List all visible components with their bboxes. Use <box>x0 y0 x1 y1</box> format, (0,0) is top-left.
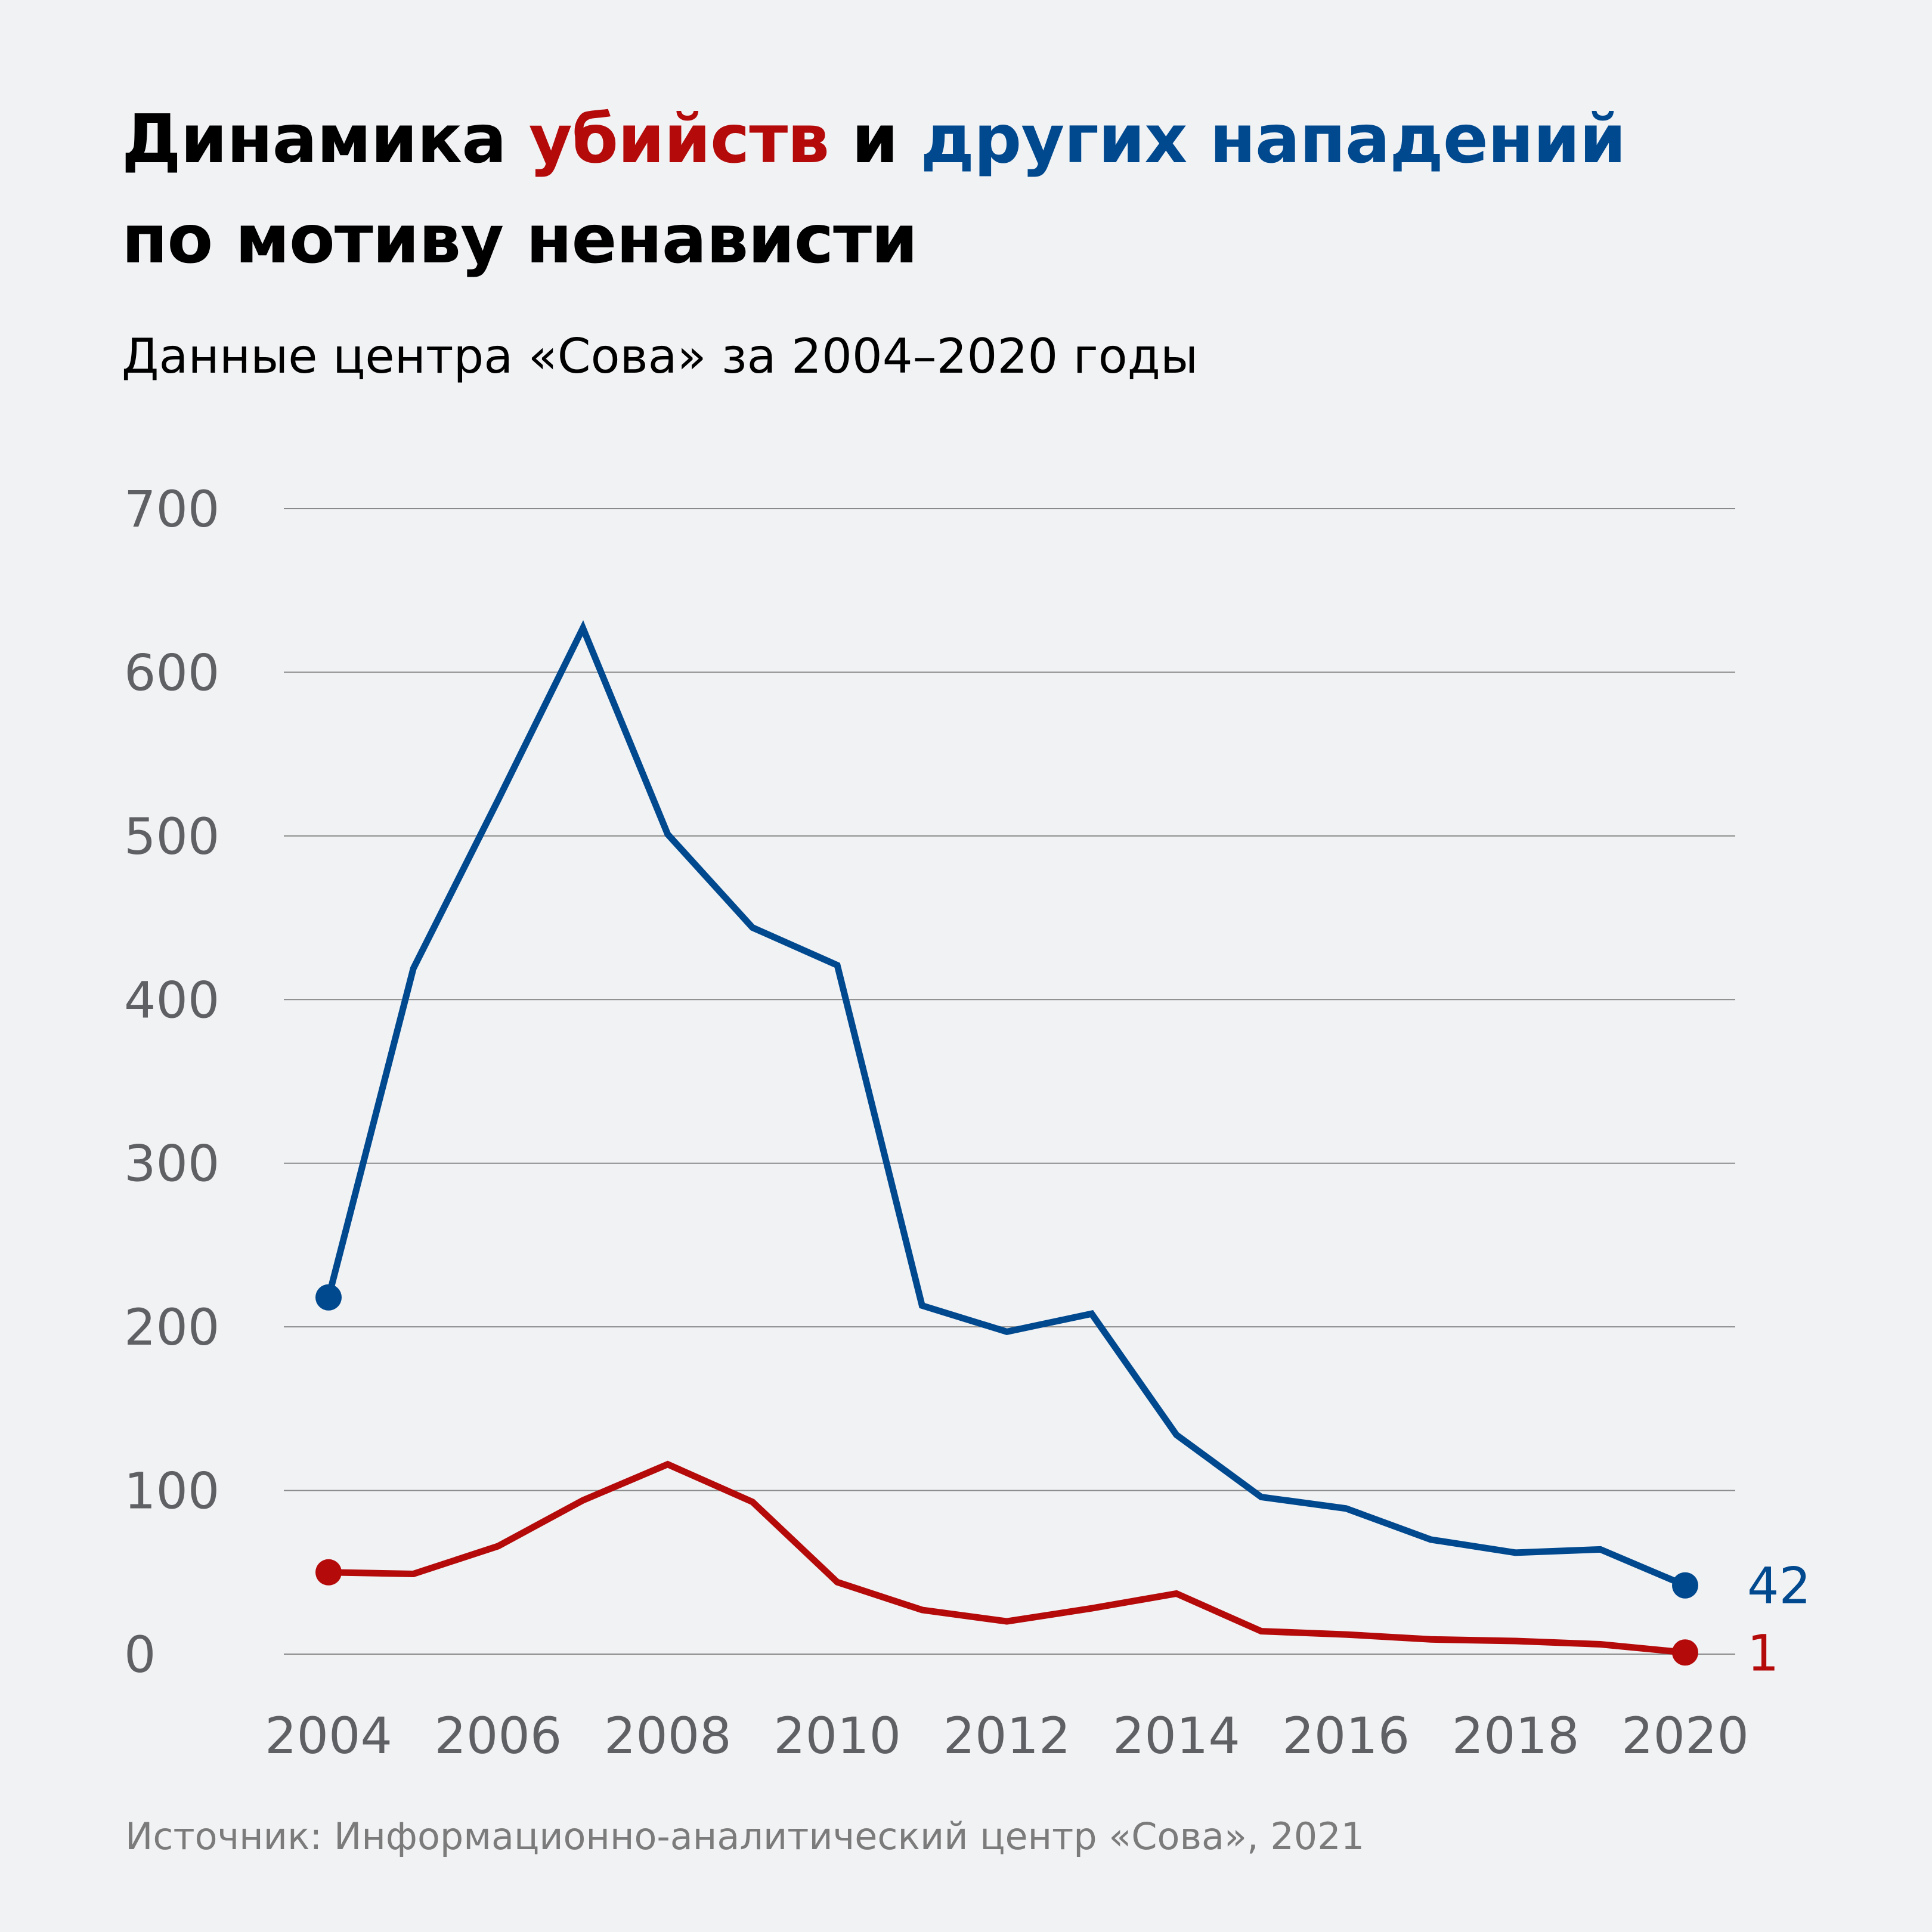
y-tick-label-100: 100 <box>124 1462 219 1521</box>
y-tick-label-200: 200 <box>124 1298 219 1357</box>
x-tick-label-2008: 2008 <box>604 1707 732 1765</box>
x-tick-label-2020: 2020 <box>1621 1707 1749 1765</box>
x-tick-label-2012: 2012 <box>943 1707 1071 1765</box>
y-tick-label-600: 600 <box>124 643 219 702</box>
start-point-killings <box>315 1559 342 1586</box>
end-markers: 421 <box>315 1284 1811 1682</box>
series-lines <box>325 620 1687 1656</box>
end-point-attacks <box>1672 1572 1698 1599</box>
chart-title: Динамика убийств и других нападений по м… <box>122 89 1626 290</box>
end-label-attacks: 42 <box>1747 1557 1811 1615</box>
title-part-killings: убийств <box>528 101 829 178</box>
x-tick-label-2006: 2006 <box>434 1707 562 1765</box>
y-tick-label-300: 300 <box>124 1135 219 1193</box>
series-line-killings <box>328 1460 1686 1656</box>
y-tick-label-400: 400 <box>124 971 219 1029</box>
y-tick-label-700: 700 <box>124 480 219 538</box>
end-label-killings: 1 <box>1747 1624 1779 1682</box>
title-line-2: по мотиву ненависти <box>122 201 918 278</box>
series-line-attacks <box>325 620 1687 1589</box>
chart-subtitle: Данные центра «Сова» за 2004–2020 годы <box>122 329 1199 384</box>
source-note: Источник: Информационно-аналитический це… <box>125 1815 1365 1858</box>
title-part-and: и <box>829 101 921 178</box>
x-tick-label-2018: 2018 <box>1452 1707 1580 1765</box>
y-tick-label-500: 500 <box>124 807 219 866</box>
x-axis-ticks: 2004 2006 2008 2010 2012 2014 2016 2018 2020 <box>265 1707 1749 1765</box>
x-tick-label-2004: 2004 <box>265 1707 392 1765</box>
y-tick-label-0: 0 <box>124 1626 156 1684</box>
grid-lines <box>284 508 1735 1655</box>
y-axis-ticks: 0 100 200 300 400 500 600 700 <box>124 480 219 1684</box>
start-point-attacks <box>315 1284 342 1311</box>
title-part-attacks: других нападений <box>920 101 1627 178</box>
end-point-killings <box>1672 1639 1698 1666</box>
x-tick-label-2014: 2014 <box>1113 1707 1240 1765</box>
x-tick-label-2016: 2016 <box>1282 1707 1410 1765</box>
title-part-dynamics: Динамика <box>122 101 529 178</box>
x-tick-label-2010: 2010 <box>773 1707 901 1765</box>
